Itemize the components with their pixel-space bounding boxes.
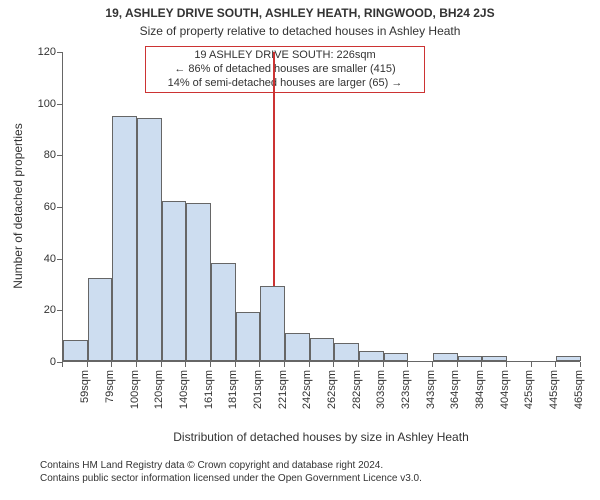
x-axis-label: Distribution of detached houses by size …	[62, 430, 580, 444]
x-tick-mark	[383, 362, 384, 367]
y-tick-label: 20	[28, 304, 56, 316]
histogram-bar	[359, 351, 384, 361]
x-tick-mark	[481, 362, 482, 367]
histogram-bar	[433, 353, 458, 361]
histogram-bar	[310, 338, 335, 361]
y-tick-label: 80	[28, 149, 56, 161]
x-tick-mark	[185, 362, 186, 367]
chart-container: 19, ASHLEY DRIVE SOUTH, ASHLEY HEATH, RI…	[0, 0, 600, 500]
plot-area	[62, 52, 580, 362]
histogram-bar	[260, 286, 285, 361]
histogram-bar	[162, 201, 187, 361]
y-axis-label: Number of detached properties	[11, 51, 25, 361]
x-tick-label: 100sqm	[129, 370, 141, 420]
x-tick-label: 323sqm	[400, 370, 412, 420]
chart-subtitle: Size of property relative to detached ho…	[0, 24, 600, 38]
x-tick-label: 343sqm	[425, 370, 437, 420]
y-tick-label: 60	[28, 201, 56, 213]
histogram-bar	[556, 356, 581, 361]
x-tick-label: 181sqm	[227, 370, 239, 420]
histogram-bar	[285, 333, 310, 361]
x-tick-label: 59sqm	[79, 370, 91, 420]
histogram-bar	[186, 203, 211, 361]
x-tick-mark	[87, 362, 88, 367]
x-tick-mark	[506, 362, 507, 367]
y-tick-label: 0	[28, 356, 56, 368]
footer-line-2: Contains public sector information licen…	[40, 473, 600, 486]
x-tick-label: 242sqm	[301, 370, 313, 420]
x-tick-mark	[580, 362, 581, 367]
x-tick-mark	[136, 362, 137, 367]
x-tick-label: 201sqm	[252, 370, 264, 420]
y-tick-mark	[57, 207, 62, 208]
histogram-bar	[137, 118, 162, 361]
x-tick-mark	[210, 362, 211, 367]
histogram-bar	[236, 312, 261, 361]
x-tick-label: 120sqm	[153, 370, 165, 420]
chart-title-address: 19, ASHLEY DRIVE SOUTH, ASHLEY HEATH, RI…	[0, 6, 600, 20]
y-tick-mark	[57, 310, 62, 311]
x-tick-label: 425sqm	[523, 370, 535, 420]
x-tick-mark	[555, 362, 556, 367]
footer-line-1: Contains HM Land Registry data © Crown c…	[40, 460, 600, 473]
x-tick-label: 221sqm	[277, 370, 289, 420]
histogram-bar	[112, 116, 137, 361]
x-tick-mark	[457, 362, 458, 367]
x-tick-label: 161sqm	[203, 370, 215, 420]
x-tick-mark	[358, 362, 359, 367]
x-tick-label: 282sqm	[351, 370, 363, 420]
x-tick-mark	[309, 362, 310, 367]
footer-attribution: Contains HM Land Registry data © Crown c…	[0, 460, 600, 485]
x-tick-mark	[259, 362, 260, 367]
y-tick-label: 40	[28, 253, 56, 265]
histogram-bar	[211, 263, 236, 361]
histogram-bar	[334, 343, 359, 361]
y-tick-mark	[57, 104, 62, 105]
x-tick-mark	[407, 362, 408, 367]
histogram-bar	[482, 356, 507, 361]
x-tick-label: 404sqm	[499, 370, 511, 420]
histogram-bar	[458, 356, 483, 361]
x-tick-label: 79sqm	[104, 370, 116, 420]
x-tick-mark	[333, 362, 334, 367]
x-tick-label: 364sqm	[449, 370, 461, 420]
x-tick-mark	[161, 362, 162, 367]
x-tick-label: 262sqm	[326, 370, 338, 420]
x-tick-label: 445sqm	[548, 370, 560, 420]
x-tick-mark	[235, 362, 236, 367]
x-tick-label: 303sqm	[375, 370, 387, 420]
y-tick-mark	[57, 155, 62, 156]
y-tick-mark	[57, 52, 62, 53]
x-tick-label: 140sqm	[178, 370, 190, 420]
x-tick-mark	[111, 362, 112, 367]
histogram-bar	[63, 340, 88, 361]
x-tick-label: 465sqm	[573, 370, 585, 420]
histogram-bar	[384, 353, 409, 361]
histogram-bar	[88, 278, 113, 361]
x-tick-label: 384sqm	[474, 370, 486, 420]
x-tick-mark	[432, 362, 433, 367]
y-tick-label: 120	[28, 46, 56, 58]
y-tick-label: 100	[28, 98, 56, 110]
y-tick-mark	[57, 259, 62, 260]
x-tick-mark	[62, 362, 63, 367]
x-tick-mark	[531, 362, 532, 367]
x-tick-mark	[284, 362, 285, 367]
